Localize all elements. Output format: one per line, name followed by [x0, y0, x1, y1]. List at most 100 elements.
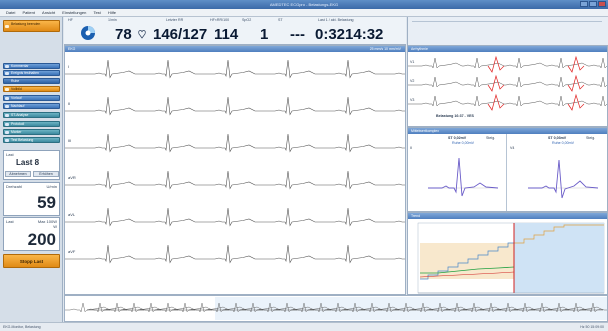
hr-unit: 1/min	[108, 18, 117, 22]
status-right: Hz 50 15:09:00	[580, 325, 604, 329]
menu-bar: Datei Patient Ansicht Einstellungen Test…	[0, 9, 608, 17]
st-value: ---	[290, 26, 305, 43]
median-complex-panel: Mittelwertkomplex II ST 0,02mV Steig. Ru…	[407, 127, 608, 212]
arr-lead-3: V3	[410, 98, 415, 102]
rhythm-strip	[64, 295, 608, 322]
median-right-lead: V4	[510, 146, 515, 150]
watt-max: Max 100W	[37, 219, 57, 224]
time-value: 0:3214:32	[315, 26, 384, 43]
rpm-value: 59	[37, 193, 56, 212]
hr2-value: 114	[214, 26, 239, 43]
arrhythmia-panel: Arrhythmie Belastung 16:37 - VES V1 V2 V…	[407, 45, 608, 127]
median-right-slope: Steig.	[586, 136, 596, 140]
median-left-lead: II	[410, 146, 412, 150]
ecg-lead-label-3: III	[68, 138, 71, 143]
bp-value: 146/127	[153, 26, 208, 43]
fullscreen-button[interactable]: Vollbild	[3, 86, 60, 92]
marker-icon	[5, 131, 9, 134]
prerun-button[interactable]: Vorlauf	[3, 95, 60, 101]
ecg-trace-6	[65, 244, 405, 264]
marker-button[interactable]: Marker	[3, 129, 60, 135]
median-left-ruhe: Ruhe 0,00mV	[452, 141, 474, 145]
ecg-lead-label-4: aVR	[68, 175, 76, 180]
median-right-st: ST 0,03mV	[548, 136, 567, 140]
time-label: Last 1 / akt. Belastung	[318, 18, 354, 22]
trend-panel: Trend Last, Drehzahl, HF, RR, ST Werte	[407, 212, 608, 295]
end-exercise-button[interactable]: Belastung beenden	[3, 20, 60, 32]
menu-test[interactable]: Test	[93, 10, 101, 15]
rest-button[interactable]: Ruhe	[3, 78, 60, 84]
play-icon	[5, 97, 9, 100]
rhythm-selection	[215, 297, 607, 320]
list-icon	[5, 123, 9, 126]
comment-button[interactable]: Kommentar	[3, 63, 60, 69]
menu-patient[interactable]: Patient	[22, 10, 35, 15]
trend-recovery-steps	[514, 224, 604, 244]
median-right-ruhe: Ruhe 0,00mV	[552, 141, 574, 145]
arrhythmia-header: Arrhythmie	[408, 46, 607, 52]
stop-load-button[interactable]: Stopp Last	[3, 254, 60, 268]
monitor-icon	[5, 88, 9, 91]
median-left-slope: Steig.	[486, 136, 496, 140]
menu-settings[interactable]: Einstellungen	[62, 10, 87, 15]
status-bar: EKG-Monitor, Belastung Hz 50 15:09:00	[0, 322, 608, 331]
rhythm-trace	[65, 297, 607, 320]
gear-icon	[5, 139, 9, 142]
divider	[412, 21, 602, 22]
rpm-box: Drehzahl U/min 59	[3, 182, 60, 216]
heart-rate-gauge-icon	[81, 26, 95, 40]
status-left: EKG-Monitor, Belastung	[3, 325, 41, 329]
trend-recovery-area	[514, 223, 604, 293]
median-right-complex	[528, 159, 598, 199]
menu-help[interactable]: Hilfe	[107, 10, 116, 15]
arrhythmia-trace-1	[408, 57, 607, 69]
trend-load-steps	[420, 242, 514, 280]
arrhythmia-ves-1	[487, 55, 505, 73]
arrhythmia-ves-2	[487, 74, 505, 92]
trend-load-area	[420, 243, 514, 279]
protocol-button[interactable]: Protokoll	[3, 121, 60, 127]
st-analysis-button[interactable]: ST-Analyse	[3, 112, 60, 118]
arrhythmia-caption: Belastung 16:37 - VES	[436, 114, 474, 118]
test-load-button[interactable]: Test Belastung	[3, 137, 60, 143]
event-button[interactable]: Ereignis festhalten	[3, 70, 60, 76]
trend-chart	[417, 222, 605, 294]
ecg-trace-4	[65, 170, 405, 190]
rpm-label: Drehzahl	[6, 184, 23, 189]
watt-box: Last Max 100W W 200	[3, 217, 60, 251]
median-left-trace	[428, 157, 498, 197]
hr2-label: HF×RR/100	[210, 18, 230, 22]
afterrun-button[interactable]: Nachlauf	[3, 103, 60, 109]
comment-icon	[5, 65, 9, 68]
increase-load-button[interactable]: Erhöhen	[33, 171, 59, 177]
maximize-button[interactable]	[589, 1, 597, 7]
flag-icon	[5, 72, 9, 75]
arr-lead-2: V2	[410, 79, 415, 83]
vitals-header: HF 1/min 78 Letzter RR 146/127 HF×RR/100…	[64, 17, 406, 45]
spo2-value: 1	[260, 26, 269, 43]
chart-icon	[5, 114, 9, 117]
arr-lead-1: V1	[410, 60, 415, 64]
ecg-lead-label-2: II	[68, 101, 70, 106]
hr-value: 78	[115, 26, 132, 43]
decrease-load-button[interactable]: Abnehmen	[5, 171, 31, 177]
arrhythmia-trace-3	[408, 95, 607, 107]
pause-icon	[5, 105, 9, 108]
trend-header: Trend	[408, 213, 607, 219]
minimize-button[interactable]	[580, 1, 588, 7]
menu-file[interactable]: Datei	[6, 10, 16, 15]
trend-bp-line	[419, 271, 515, 278]
menu-view[interactable]: Ansicht	[42, 10, 56, 15]
window-title: AMEDTEC ECGpro - Belastungs-EKG	[269, 2, 339, 7]
watt-label: Last	[6, 219, 14, 224]
bp-label: Letzter RR	[166, 18, 184, 22]
heart-icon	[138, 30, 146, 39]
arrhythmia-ves-b-2	[567, 74, 585, 92]
median-left: II ST 0,02mV Steig. Ruhe 0,00mV	[408, 134, 507, 211]
sidebar: Belastung beenden Kommentar Ereignis fes…	[0, 17, 63, 322]
trend-hr-line	[420, 266, 515, 274]
st-label: ST	[278, 18, 283, 22]
close-button[interactable]	[598, 1, 606, 7]
info-panel	[407, 17, 608, 45]
